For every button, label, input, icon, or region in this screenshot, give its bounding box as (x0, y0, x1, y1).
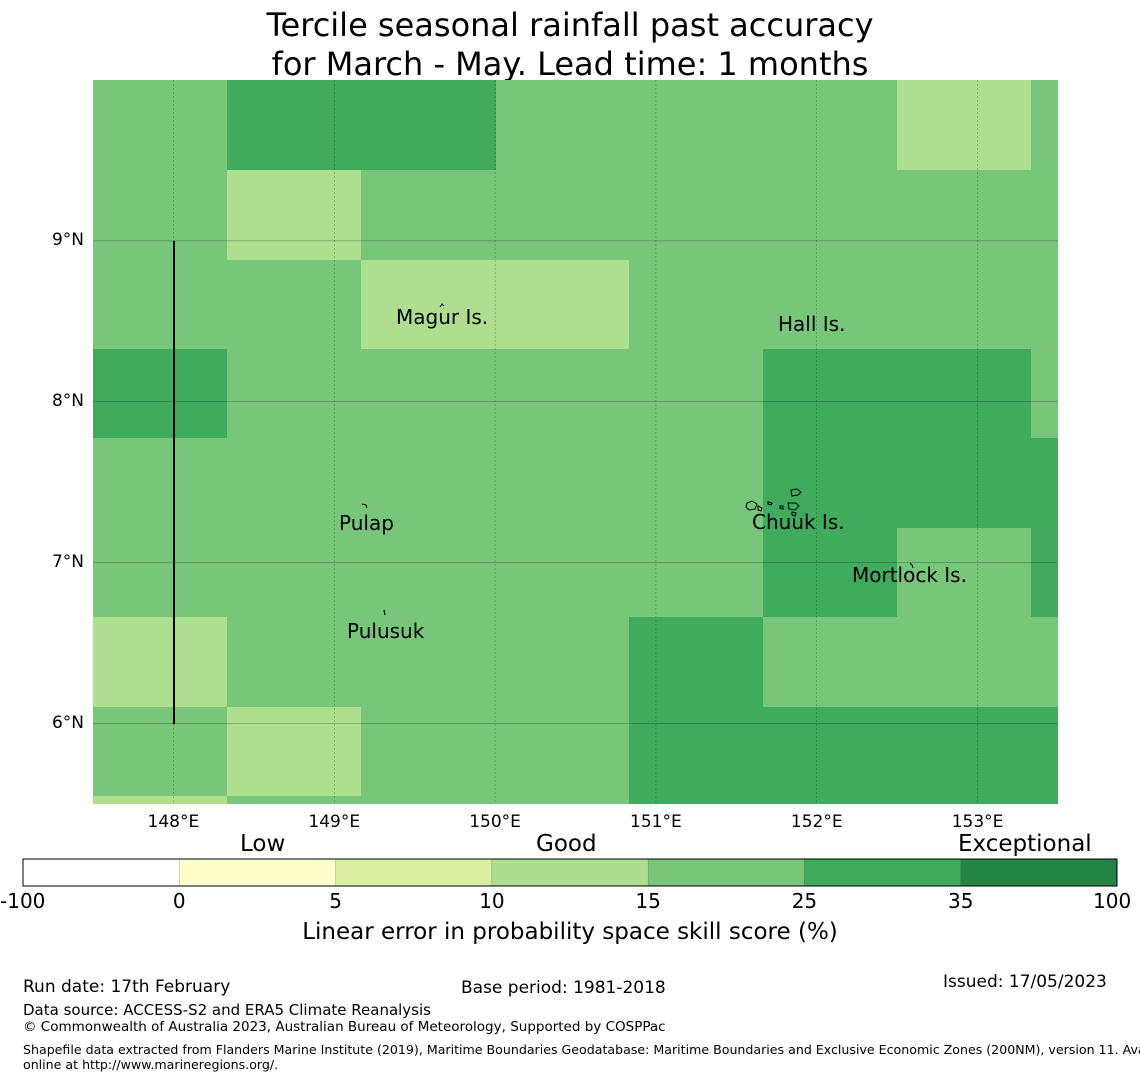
data-source: Data source: ACCESS-S2 and ERA5 Climate … (23, 1001, 431, 1019)
colorbar-category-good: Good (536, 831, 597, 857)
copyright: © Commonwealth of Australia 2023, Austra… (23, 1019, 666, 1035)
colorbar-category-exceptional: Exceptional (958, 831, 1092, 857)
place-label-hall: Hall Is. (778, 312, 846, 336)
colorbar-tick-label: 5 (329, 889, 342, 913)
grid-cell (1031, 528, 1058, 617)
place-label-pulusuk: Pulusuk (347, 619, 425, 643)
grid-cell (93, 796, 227, 804)
grid-cell (361, 260, 629, 349)
colorbar-tick-label: 35 (947, 889, 974, 913)
chart-title-line1: Tercile seasonal rainfall past accuracy (266, 6, 874, 44)
grid-cell (763, 528, 897, 617)
x-tick-label: 153°E (951, 812, 1004, 832)
colorbar-tick-label: 0 (172, 889, 186, 913)
colorbar-tick-label: 15 (635, 889, 661, 913)
x-tick-label: 151°E (630, 812, 682, 832)
grid-cell (897, 80, 1031, 170)
place-label-mortlock: Mortlock Is. (852, 563, 967, 587)
pulap-island-shape (361, 503, 368, 509)
pulusuk-island-shape (383, 609, 386, 616)
chart-title-line2: for March - May. Lead time: 1 months (271, 45, 869, 83)
grid-cell (763, 349, 1031, 438)
issued-date: Issued: 17/05/2023 (943, 972, 1107, 992)
y-tick-label: 8°N (51, 390, 84, 411)
grid-cell (93, 617, 227, 707)
colorbar-tick-label: 25 (791, 889, 818, 913)
x-tick-label: 152°E (790, 812, 843, 832)
base-period: Base period: 1981-2018 (461, 978, 666, 998)
colorbar-tick-label: -100 (0, 889, 46, 913)
colorbar-tick-label: 10 (479, 889, 505, 913)
y-tick-label: 7°N (51, 551, 84, 572)
colorbar-label: Linear error in probability space skill … (302, 919, 838, 945)
grid-cell (763, 438, 1058, 528)
run-date: Run date: 17th February (23, 977, 231, 997)
mortlock-island-shape (909, 562, 914, 569)
y-tick-label: 9°N (51, 229, 84, 250)
shapefile-credit-line1: Shapefile data extracted from Flanders M… (23, 1042, 1140, 1057)
chuuk-island-shapes (745, 488, 802, 517)
grid-cell (93, 349, 227, 438)
grid-cell (629, 707, 1058, 804)
x-tick-label: 150°E (469, 812, 521, 832)
shapefile-credit-line2: online at http://www.marineregions.org/. (23, 1057, 279, 1072)
x-tick-label: 149°E (308, 812, 361, 832)
grid-cell (227, 80, 496, 170)
skill-grid-cells (93, 80, 1058, 804)
grid-cell (629, 617, 763, 707)
place-label-chuuk: Chuuk Is. (752, 510, 845, 534)
place-label-pulap: Pulap (339, 511, 394, 535)
grid-cell (227, 707, 361, 796)
x-tick-label: 148°E (147, 812, 200, 832)
grid-cell (227, 170, 361, 260)
magur-island-shape (439, 303, 445, 308)
colorbar-tick-label: 100 (1093, 889, 1132, 913)
place-label-magur: Magur Is. (396, 305, 489, 329)
colorbar-category-low: Low (240, 831, 286, 857)
y-tick-label: 6°N (51, 712, 84, 733)
